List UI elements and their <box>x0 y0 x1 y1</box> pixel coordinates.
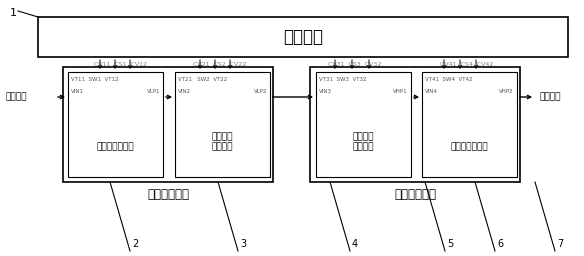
Text: 2: 2 <box>132 239 138 249</box>
Text: CV21  CS2  CV22: CV21 CS2 CV22 <box>193 62 246 67</box>
Text: VIN3: VIN3 <box>319 89 332 94</box>
Text: VHP2: VHP2 <box>499 89 514 94</box>
Text: 第一忆容
等效电路: 第一忆容 等效电路 <box>212 132 233 152</box>
Text: VIN4: VIN4 <box>425 89 438 94</box>
Bar <box>63 67 273 182</box>
Text: 5: 5 <box>447 239 453 249</box>
Text: 高通滤波模块: 高通滤波模块 <box>394 187 436 200</box>
Text: 第二忆阻器电路: 第二忆阻器电路 <box>451 143 488 152</box>
Text: 第二忆容
等效电路: 第二忆容 等效电路 <box>353 132 374 152</box>
Text: VT41  SW4  VT42: VT41 SW4 VT42 <box>425 77 472 82</box>
Text: 3: 3 <box>240 239 246 249</box>
Bar <box>68 72 163 177</box>
Text: VT11  SW1  VT12: VT11 SW1 VT12 <box>71 77 119 82</box>
Text: VT31  SW3  VT32: VT31 SW3 VT32 <box>319 77 367 82</box>
Text: VIN1: VIN1 <box>71 89 84 94</box>
Text: CV31  CS3  CV32: CV31 CS3 CV32 <box>328 62 382 67</box>
Text: VHP1: VHP1 <box>394 89 408 94</box>
Text: 1: 1 <box>10 8 17 18</box>
Text: 输出信号: 输出信号 <box>540 92 561 101</box>
Text: 控制模块: 控制模块 <box>283 28 323 46</box>
Bar <box>316 72 411 177</box>
Text: 低通滤波模块: 低通滤波模块 <box>147 187 189 200</box>
Text: VLP1: VLP1 <box>147 89 160 94</box>
Text: 输入信号: 输入信号 <box>5 92 26 101</box>
Text: VLP2: VLP2 <box>253 89 267 94</box>
Text: CV41  CS4  CV42: CV41 CS4 CV42 <box>440 62 493 67</box>
Bar <box>310 67 520 182</box>
Text: 7: 7 <box>557 239 563 249</box>
Text: VT21   SW2  VT22: VT21 SW2 VT22 <box>178 77 227 82</box>
Text: 第一忆阻器电路: 第一忆阻器电路 <box>97 143 134 152</box>
Text: CV11  CS1  CV12: CV11 CS1 CV12 <box>93 62 147 67</box>
Text: 4: 4 <box>352 239 358 249</box>
Text: 6: 6 <box>497 239 503 249</box>
Bar <box>38 17 568 57</box>
Bar <box>422 72 517 177</box>
Text: VIN2: VIN2 <box>178 89 191 94</box>
Bar <box>175 72 270 177</box>
